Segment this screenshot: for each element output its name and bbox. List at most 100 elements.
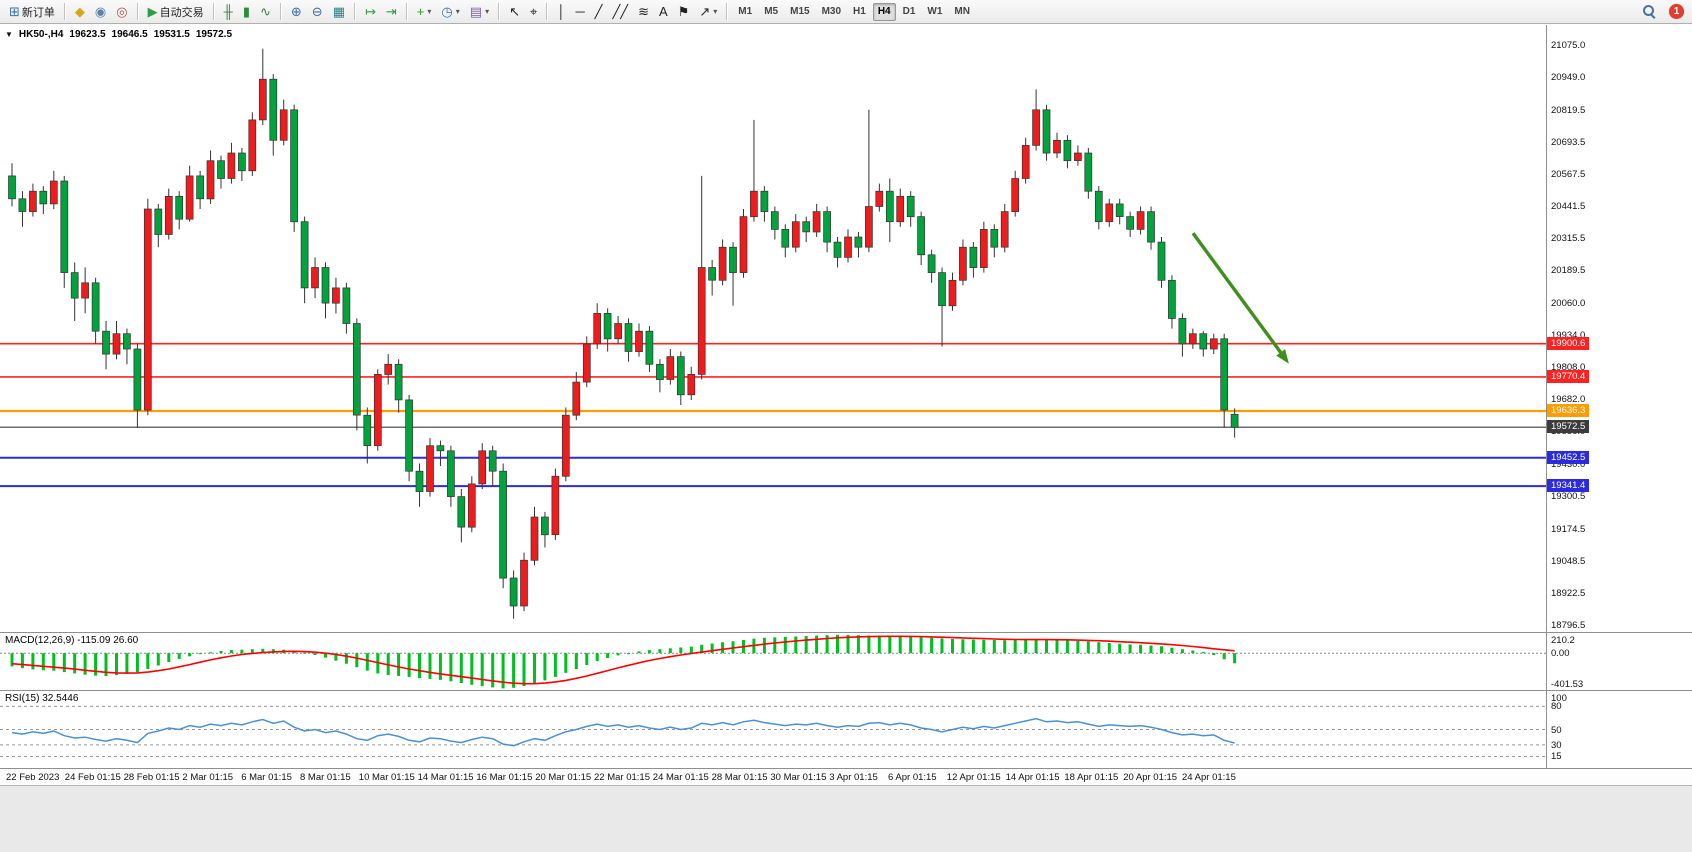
trendline-icon: ╱ <box>594 4 603 19</box>
time-axis-label: 20 Apr 01:15 <box>1123 772 1178 783</box>
fibonacci-icon: ≋ <box>638 4 650 19</box>
toolbar-separator <box>546 3 549 20</box>
time-axis-label: 24 Feb 01:15 <box>64 772 121 783</box>
vertical-line-button[interactable]: │ <box>553 2 569 22</box>
timeframe-h1-button[interactable]: H1 <box>848 3 871 21</box>
pane-separator[interactable] <box>0 690 1692 691</box>
quick-trade-arrow-icon[interactable]: ▼ <box>5 30 13 39</box>
autotrading-button[interactable]: ▶ 自动交易 <box>144 2 208 22</box>
timeframe-d1-button[interactable]: D1 <box>898 3 921 21</box>
tile-windows-button[interactable]: ▦ <box>329 2 349 22</box>
macd-scale-label: 210.2 <box>1551 635 1575 646</box>
zoom-in-button[interactable]: ⊕ <box>287 2 306 22</box>
chart-open-value: 19623.5 <box>69 29 106 40</box>
metaeditor-button[interactable]: ◆ <box>71 2 89 22</box>
price-axis-label: 18922.5 <box>1551 587 1586 599</box>
time-axis-label: 24 Mar 01:15 <box>652 772 709 783</box>
market-watch-button[interactable]: ◉ <box>91 2 110 22</box>
time-axis-label: 22 Feb 2023 <box>6 772 60 783</box>
text-icon: A <box>659 4 668 19</box>
vertical-line-icon: │ <box>557 4 566 19</box>
search-button[interactable] <box>1639 2 1660 22</box>
macd-label: MACD(12,26,9) -115.09 26.60 <box>5 635 139 646</box>
chevron-down-icon: ▾ <box>427 7 432 16</box>
templates-button[interactable]: ▤ ▾ <box>466 2 493 22</box>
time-axis-label: 10 Mar 01:15 <box>358 772 415 783</box>
toolbar-buttons: ⊞ 新订单 ◆ ◉ ◎ ▶ 自动交易 ╫ ▮ ∿ ⊕ ⊖ ▦ ↦ ⇥ + ▾ ◷ ▾ ▤ ▾ ↖ ⌖ │ ─ ╱ ╱╱ ≋ A ⚑ ↗ ▾ M1… <box>4 2 1638 22</box>
time-axis-label: 30 Mar 01:15 <box>770 772 827 783</box>
time-axis-label: 6 Apr 01:15 <box>888 772 937 783</box>
rsi-scale-label: 100 <box>1551 693 1567 704</box>
price-axis-label: 20693.5 <box>1551 136 1586 148</box>
periods-button[interactable]: ◷ ▾ <box>437 2 463 22</box>
macd-scale-label: 0.00 <box>1551 648 1570 660</box>
auto-scroll-icon: ↦ <box>364 4 376 19</box>
time-axis[interactable]: 22 Feb 2023 24 Feb 01:15 28 Feb 01:15 2 Mar… <box>0 769 1692 785</box>
autotrading-icon: ▶ <box>147 4 158 19</box>
toolbar-separator <box>212 3 215 20</box>
main-chart-canvas[interactable] <box>0 25 1546 632</box>
time-axis-label: 3 Apr 01:15 <box>829 772 878 783</box>
text-label-button[interactable]: ⚑ <box>674 2 694 22</box>
bottom-strip <box>0 785 1692 852</box>
timeframe-h4-button[interactable]: H4 <box>872 2 896 21</box>
trendline-button[interactable]: ╱ <box>591 2 607 22</box>
notification-badge[interactable]: 1 <box>1669 4 1684 19</box>
cursor-button[interactable]: ↖ <box>505 2 524 22</box>
arrows-button[interactable]: ↗ ▾ <box>695 2 721 22</box>
timeframe-m15-button[interactable]: M15 <box>785 3 814 21</box>
timeframe-m30-button[interactable]: M30 <box>817 3 846 21</box>
metaeditor-icon: ◆ <box>74 4 85 19</box>
price-axis-label: 20441.5 <box>1551 201 1586 213</box>
timeframe-w1-button[interactable]: W1 <box>922 3 947 21</box>
time-axis-label: 14 Apr 01:15 <box>1005 772 1060 783</box>
zoom-out-button[interactable]: ⊖ <box>308 2 327 22</box>
crosshair-button[interactable]: ⌖ <box>526 2 541 22</box>
candlestick-chart-icon: ▮ <box>242 4 250 19</box>
price-axis-label: 20060.0 <box>1551 298 1586 310</box>
pane-separator <box>0 768 1692 769</box>
alerts-icon: ◎ <box>116 4 128 19</box>
rsi-canvas[interactable] <box>0 691 1546 768</box>
horizontal-line-button[interactable]: ─ <box>571 2 588 22</box>
price-badge: 19900.6 <box>1547 337 1590 350</box>
chart-low-value: 19531.5 <box>153 29 190 40</box>
line-chart-button[interactable]: ∿ <box>256 2 275 22</box>
templates-icon: ▤ <box>469 4 483 19</box>
timeframe-m1-button[interactable]: M1 <box>733 3 757 21</box>
timeframe-mn-button[interactable]: MN <box>949 3 975 21</box>
price-axis-label: 20315.5 <box>1551 233 1586 245</box>
chart-shift-button[interactable]: ⇥ <box>382 2 401 22</box>
zoom-in-icon: ⊕ <box>290 4 302 19</box>
horizontal-line-icon: ─ <box>575 4 585 19</box>
equidistant-channel-icon: ╱╱ <box>612 4 629 19</box>
price-axis-label: 20567.5 <box>1551 169 1586 180</box>
time-axis-label: 28 Feb 01:15 <box>123 772 180 783</box>
pane-separator[interactable] <box>0 632 1692 633</box>
candlestick-chart-button[interactable]: ▮ <box>239 2 254 22</box>
time-axis-label: 20 Mar 01:15 <box>535 772 592 783</box>
alerts-button[interactable]: ◎ <box>112 2 131 22</box>
equidistant-channel-button[interactable]: ╱╱ <box>608 2 632 22</box>
toolbar-separator <box>136 3 139 20</box>
main-chart-pane: ▼ HK50-,H4 19623.5 19646.5 19531.5 19572… <box>0 25 1546 632</box>
price-axis-label: 19300.5 <box>1551 491 1586 503</box>
chevron-down-icon: ▾ <box>713 7 718 16</box>
fibonacci-button[interactable]: ≋ <box>634 2 653 22</box>
text-button[interactable]: A <box>655 2 672 22</box>
auto-scroll-button[interactable]: ↦ <box>361 2 380 22</box>
price-axis-label: 19430.0 <box>1551 458 1586 470</box>
price-axis-label: 20949.0 <box>1551 71 1586 83</box>
time-axis-label: 24 Apr 01:15 <box>1182 772 1236 783</box>
timeframe-m5-button[interactable]: M5 <box>759 3 783 21</box>
rsi-pane: RSI(15) 32.5446 <box>0 691 1546 768</box>
bar-chart-button[interactable]: ╫ <box>220 2 237 22</box>
toolbar-separator <box>405 3 408 20</box>
macd-canvas[interactable] <box>0 633 1546 690</box>
indicators-button[interactable]: + ▾ <box>413 2 436 22</box>
new-order-button[interactable]: ⊞ 新订单 <box>5 2 59 22</box>
price-axis[interactable]: 21075.0 20949.0 20819.5 20693.5 20567.5 20441… <box>1546 25 1692 769</box>
price-axis-label: 19934.0 <box>1551 330 1586 342</box>
time-axis-label: 18 Apr 01:15 <box>1064 772 1119 783</box>
chevron-down-icon: ▾ <box>485 7 490 16</box>
